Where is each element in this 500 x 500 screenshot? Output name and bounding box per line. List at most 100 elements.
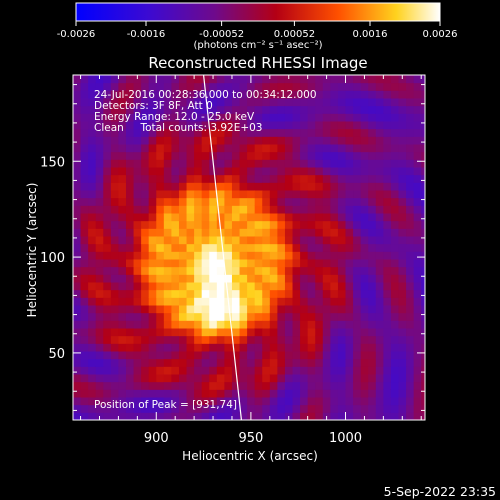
heatmap-cell bbox=[133, 144, 142, 153]
heatmap-cell bbox=[322, 404, 331, 413]
heatmap-cell bbox=[231, 182, 241, 191]
plot-frame bbox=[72, 74, 426, 421]
heatmap-cell bbox=[375, 412, 384, 420]
heatmap-cell bbox=[307, 75, 316, 84]
heatmap-cell bbox=[390, 190, 400, 199]
heatmap-cell bbox=[239, 151, 248, 160]
heatmap-cell bbox=[330, 320, 339, 329]
heatmap-cell bbox=[201, 374, 210, 383]
heatmap-cell bbox=[375, 366, 384, 375]
heatmap-cell bbox=[307, 228, 316, 237]
heatmap-cell bbox=[80, 351, 89, 360]
heatmap-cell bbox=[209, 121, 218, 130]
heatmap-cell bbox=[194, 159, 203, 168]
heatmap-cell bbox=[156, 351, 165, 360]
heatmap-cell bbox=[421, 374, 425, 383]
heatmap-cell bbox=[186, 251, 195, 260]
heatmap-cell bbox=[368, 182, 377, 191]
heatmap-cell bbox=[254, 197, 263, 206]
heatmap-cell bbox=[330, 197, 339, 206]
heatmap-cell bbox=[284, 397, 294, 406]
heatmap-cell bbox=[284, 274, 294, 283]
heatmap-cell bbox=[375, 404, 384, 413]
heatmap-cell bbox=[171, 167, 180, 176]
heatmap-cell bbox=[239, 305, 248, 314]
heatmap-cell bbox=[156, 328, 165, 337]
heatmap-cell bbox=[88, 351, 97, 360]
heatmap-cell bbox=[178, 197, 188, 206]
heatmap-cell bbox=[186, 205, 195, 214]
heatmap-cell bbox=[315, 312, 324, 321]
heatmap-cell bbox=[178, 167, 188, 176]
heatmap-cell bbox=[254, 305, 263, 314]
heatmap-cell bbox=[292, 144, 301, 153]
heatmap-cell bbox=[118, 351, 127, 360]
heatmap-cell bbox=[300, 351, 309, 360]
heatmap-cell bbox=[88, 228, 97, 237]
heatmap-cell bbox=[186, 190, 195, 199]
heatmap-cell bbox=[186, 282, 195, 291]
heatmap-cell bbox=[390, 228, 400, 237]
heatmap-cell bbox=[118, 90, 127, 99]
heatmap-cell bbox=[194, 358, 203, 367]
heatmap-cell bbox=[133, 404, 142, 413]
heatmap-cell bbox=[171, 236, 180, 245]
heatmap-cell bbox=[300, 343, 309, 352]
heatmap-cell bbox=[103, 220, 112, 229]
heatmap-cell bbox=[322, 213, 331, 222]
heatmap-cell bbox=[216, 374, 225, 383]
heatmap-cell bbox=[186, 320, 195, 329]
heatmap-cell bbox=[292, 289, 301, 298]
heatmap-cell bbox=[133, 251, 142, 260]
heatmap-cell bbox=[413, 282, 422, 291]
heatmap-cell bbox=[125, 305, 135, 314]
heatmap-cell bbox=[118, 251, 127, 260]
heatmap-cell bbox=[413, 128, 422, 137]
heatmap-cell bbox=[353, 266, 362, 275]
heatmap-cell bbox=[110, 374, 119, 383]
heatmap-cell bbox=[421, 243, 425, 252]
heatmap-cell bbox=[368, 151, 377, 160]
heatmap-cell bbox=[322, 366, 331, 375]
heatmap-cell bbox=[118, 297, 127, 306]
heatmap-cell bbox=[413, 389, 422, 398]
heatmap-cell bbox=[209, 82, 218, 91]
heatmap-cell bbox=[360, 213, 369, 222]
heatmap-cell bbox=[216, 182, 225, 191]
heatmap-cell bbox=[163, 328, 172, 337]
heatmap-cell bbox=[118, 274, 127, 283]
heatmap-cell bbox=[247, 320, 256, 329]
heatmap-cell bbox=[80, 105, 89, 114]
heatmap-cell bbox=[95, 374, 104, 383]
heatmap-cell bbox=[201, 381, 210, 390]
heatmap-cell bbox=[156, 358, 165, 367]
heatmap-cell bbox=[239, 105, 248, 114]
heatmap-cell bbox=[383, 205, 392, 214]
heatmap-cell bbox=[247, 174, 256, 183]
heatmap-cell bbox=[315, 335, 324, 344]
heatmap-cell bbox=[353, 182, 362, 191]
heatmap-cell bbox=[110, 274, 119, 283]
heatmap-cell bbox=[360, 374, 369, 383]
heatmap-cell bbox=[148, 243, 157, 252]
heatmap-cell bbox=[269, 167, 278, 176]
heatmap-cell bbox=[186, 197, 195, 206]
heatmap-cell bbox=[398, 282, 407, 291]
heatmap-cell bbox=[133, 151, 142, 160]
heatmap-cell bbox=[80, 136, 89, 145]
heatmap-cell bbox=[254, 90, 263, 99]
heatmap-cell bbox=[300, 381, 309, 390]
heatmap-cell bbox=[307, 113, 316, 122]
heatmap-cell bbox=[353, 236, 362, 245]
heatmap-cell bbox=[390, 174, 400, 183]
heatmap-cell bbox=[156, 289, 165, 298]
heatmap-cell bbox=[406, 136, 415, 145]
heatmap-cell bbox=[110, 90, 119, 99]
heatmap-cell bbox=[247, 113, 256, 122]
heatmap-cell bbox=[216, 312, 225, 321]
heatmap-cell bbox=[216, 113, 225, 122]
heatmap-cell bbox=[133, 320, 142, 329]
heatmap-cell bbox=[88, 213, 97, 222]
heatmap-cell bbox=[133, 167, 142, 176]
heatmap-cell bbox=[284, 174, 294, 183]
